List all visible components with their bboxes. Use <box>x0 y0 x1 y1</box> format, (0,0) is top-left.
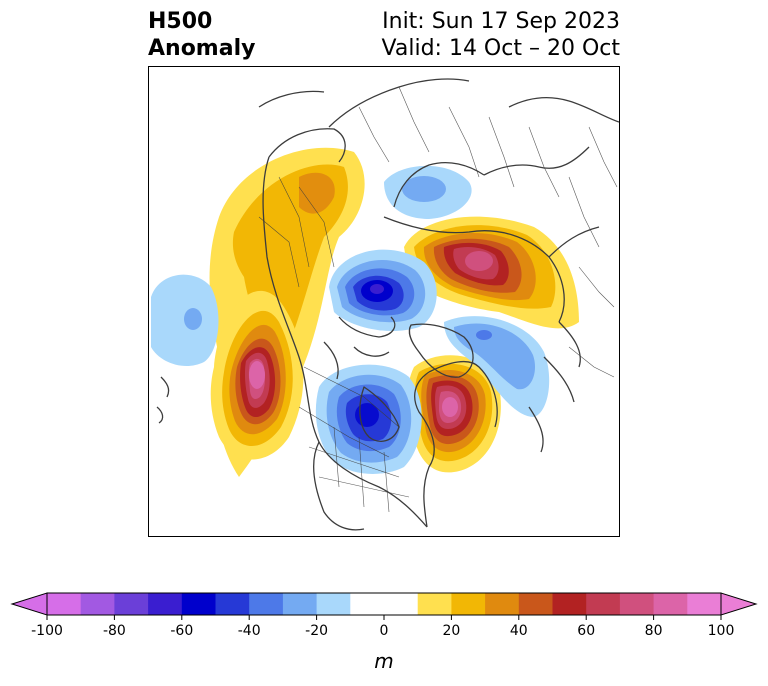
pacific-trough <box>151 274 219 367</box>
colorbar-segments <box>47 593 722 615</box>
colorbar-tick-label: 20 <box>442 623 460 639</box>
colorbar-segment <box>451 593 486 615</box>
political-borders <box>258 86 618 513</box>
colorbar-tick-label: -80 <box>103 623 126 639</box>
colorbar-segment <box>384 593 419 615</box>
anomaly-map-svg <box>151 78 619 531</box>
colorbar-tick-label: -60 <box>170 623 193 639</box>
colorbar-tick-label: 60 <box>577 623 595 639</box>
colorbar-tick-label: 100 <box>708 623 735 639</box>
init-date: Init: Sun 17 Sep 2023 <box>382 9 620 34</box>
colorbar-segment <box>417 593 452 615</box>
north-atlantic-trough <box>444 316 550 417</box>
colorbar-segment <box>80 593 115 615</box>
title-line-1: H500 <box>148 9 213 34</box>
eurasia-trough <box>384 165 472 219</box>
colorbar-over-arrow <box>720 592 758 616</box>
coastlines <box>156 78 619 531</box>
colorbar-segment <box>350 593 385 615</box>
colorbar-tick-label: -20 <box>305 623 328 639</box>
eastern-canada-ridge <box>407 355 501 473</box>
colorbar-segment <box>148 593 183 615</box>
colorbar-segment <box>215 593 250 615</box>
forecast-dates: Init: Sun 17 Sep 2023 Valid: 14 Oct – 20… <box>382 8 620 62</box>
colorbar-tick-label: -100 <box>31 623 63 639</box>
colorbar-under-arrow <box>10 592 48 616</box>
colorbar-segment <box>586 593 621 615</box>
colorbar-tick-label: 80 <box>645 623 663 639</box>
west-coast-ridge <box>210 290 304 460</box>
map-title: H500 Anomaly <box>148 8 255 62</box>
colorbar-segment <box>47 593 82 615</box>
colorbar-segment <box>518 593 553 615</box>
colorbar-segment <box>282 593 318 615</box>
central-us-trough <box>315 364 422 474</box>
colorbar-tick-label: 40 <box>510 623 528 639</box>
colorbar-tick-label: 0 <box>380 623 389 639</box>
arctic-trough <box>329 249 437 332</box>
valid-range: Valid: 14 Oct – 20 Oct <box>381 36 620 61</box>
colorbar-unit: m <box>374 649 393 673</box>
colorbar-segment <box>485 593 520 615</box>
colorbar-segment <box>114 593 149 615</box>
anomaly-map <box>148 66 620 537</box>
colorbar-segment <box>552 593 587 615</box>
colorbar-segment <box>249 593 284 615</box>
colorbar: -100 -80 -60 -40 -20 0 20 40 60 80 100 m <box>10 592 758 673</box>
colorbar-segment <box>181 593 216 615</box>
colorbar-segment <box>316 593 351 615</box>
colorbar-tick-label: -40 <box>238 623 261 639</box>
colorbar-segment <box>653 593 688 615</box>
siberia-ridge <box>404 216 579 329</box>
title-line-2: Anomaly <box>148 36 256 61</box>
colorbar-ticks: -100 -80 -60 -40 -20 0 20 40 60 80 100 <box>31 615 734 639</box>
colorbar-segment <box>687 593 722 615</box>
colorbar-segment <box>619 593 655 615</box>
